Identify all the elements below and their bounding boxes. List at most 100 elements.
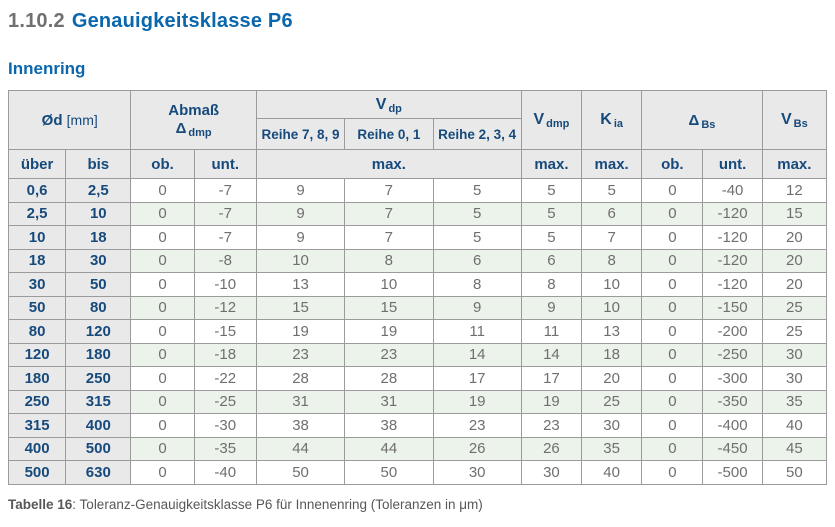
value-cell: -40 bbox=[702, 178, 763, 203]
col-header-reihe-01: Reihe 0, 1 bbox=[344, 118, 434, 150]
document-page: 1.10.2 Genauigkeitsklasse P6 Innenring Ød… bbox=[7, 10, 828, 512]
value-cell: 28 bbox=[255, 366, 346, 391]
value-cell: 0 bbox=[641, 248, 704, 273]
value-cell: 10 bbox=[581, 272, 643, 297]
table-body: 0,6 2,5 0 -7 9 7 5 5 5 0 -40 12 2,5 10 0 -7 9 7 5 5 6 0 -120 15… bbox=[7, 178, 828, 485]
value-cell: 17 bbox=[432, 366, 522, 391]
range-cell: 18 bbox=[65, 225, 132, 250]
table-row: 10 18 0 -7 9 7 5 5 7 0 -120 20 bbox=[7, 225, 828, 250]
value-cell: 5 bbox=[432, 201, 522, 226]
range-cell: 180 bbox=[65, 342, 132, 367]
value-cell: 25 bbox=[581, 389, 643, 414]
value-cell: 0 bbox=[130, 201, 195, 226]
value-cell: 0 bbox=[641, 342, 704, 367]
value-cell: 0 bbox=[130, 436, 195, 461]
table-row: 50 80 0 -12 15 15 9 9 10 0 -150 25 bbox=[7, 295, 828, 320]
col-header-od: Ød [mm] bbox=[7, 90, 132, 150]
value-cell: 26 bbox=[432, 436, 522, 461]
col-header-vbs: V Bs bbox=[761, 90, 828, 150]
value-cell: 31 bbox=[255, 389, 346, 414]
sub-header-max-vdp: max. bbox=[255, 149, 522, 179]
sub-header-ob-bs: ob. bbox=[641, 149, 704, 179]
value-cell: 0 bbox=[641, 201, 704, 226]
value-cell: 50 bbox=[344, 460, 434, 485]
col-header-reihe-789: Reihe 7, 8, 9 bbox=[255, 118, 346, 150]
value-cell: 7 bbox=[581, 225, 643, 250]
value-cell: 10 bbox=[344, 272, 434, 297]
value-cell: 40 bbox=[581, 460, 643, 485]
value-cell: 28 bbox=[344, 366, 434, 391]
range-cell: 30 bbox=[7, 272, 67, 297]
value-cell: 0 bbox=[130, 272, 195, 297]
value-cell: 30 bbox=[761, 342, 828, 367]
range-cell: 30 bbox=[65, 248, 132, 273]
sub-header-max-kia: max. bbox=[581, 149, 643, 179]
value-cell: -500 bbox=[702, 460, 763, 485]
range-cell: 80 bbox=[7, 319, 67, 344]
value-cell: 25 bbox=[761, 295, 828, 320]
value-cell: -120 bbox=[702, 225, 763, 250]
range-cell: 120 bbox=[65, 319, 132, 344]
value-cell: 9 bbox=[255, 201, 346, 226]
sub-header-unt-dmp: unt. bbox=[193, 149, 257, 179]
sub-header-ueber: über bbox=[7, 149, 67, 179]
section-number: 1.10.2 bbox=[8, 10, 65, 32]
value-cell: 30 bbox=[520, 460, 583, 485]
value-cell: 13 bbox=[581, 319, 643, 344]
value-cell: 7 bbox=[344, 225, 434, 250]
value-cell: 30 bbox=[761, 366, 828, 391]
value-cell: -300 bbox=[702, 366, 763, 391]
value-cell: 8 bbox=[520, 272, 583, 297]
value-cell: -120 bbox=[702, 272, 763, 297]
value-cell: 10 bbox=[581, 295, 643, 320]
caption-label: Tabelle 16 bbox=[8, 496, 73, 512]
value-cell: 30 bbox=[432, 460, 522, 485]
table-row: 315 400 0 -30 38 38 23 23 30 0 -400 40 bbox=[7, 413, 828, 438]
value-cell: -400 bbox=[702, 413, 763, 438]
value-cell: 23 bbox=[520, 413, 583, 438]
value-cell: 20 bbox=[761, 225, 828, 250]
value-cell: 35 bbox=[761, 389, 828, 414]
value-cell: -25 bbox=[193, 389, 257, 414]
value-cell: 44 bbox=[344, 436, 434, 461]
value-cell: -8 bbox=[193, 248, 257, 273]
value-cell: 15 bbox=[255, 295, 346, 320]
range-cell: 80 bbox=[65, 295, 132, 320]
value-cell: 0 bbox=[130, 178, 195, 203]
value-cell: 14 bbox=[432, 342, 522, 367]
value-cell: 0 bbox=[130, 389, 195, 414]
caption-text: : Toleranz-Genauigkeitsklasse P6 für Inn… bbox=[72, 496, 483, 512]
value-cell: 0 bbox=[641, 295, 704, 320]
range-cell: 50 bbox=[7, 295, 67, 320]
sub-header-ob-dmp: ob. bbox=[130, 149, 195, 179]
value-cell: 8 bbox=[432, 272, 522, 297]
value-cell: -22 bbox=[193, 366, 257, 391]
value-cell: 0 bbox=[130, 225, 195, 250]
range-cell: 250 bbox=[65, 366, 132, 391]
table-row: 120 180 0 -18 23 23 14 14 18 0 -250 30 bbox=[7, 342, 828, 367]
value-cell: -7 bbox=[193, 225, 257, 250]
table-row: 500 630 0 -40 50 50 30 30 40 0 -500 50 bbox=[7, 460, 828, 485]
range-cell: 180 bbox=[7, 366, 67, 391]
value-cell: 15 bbox=[761, 201, 828, 226]
value-cell: 6 bbox=[581, 201, 643, 226]
value-cell: 0 bbox=[130, 460, 195, 485]
table-caption: Tabelle 16: Toleranz-Genauigkeitsklasse … bbox=[8, 497, 827, 512]
range-cell: 0,6 bbox=[7, 178, 67, 203]
sub-header-bis: bis bbox=[65, 149, 132, 179]
value-cell: 6 bbox=[520, 248, 583, 273]
table-row: 2,5 10 0 -7 9 7 5 5 6 0 -120 15 bbox=[7, 201, 828, 226]
value-cell: -15 bbox=[193, 319, 257, 344]
value-cell: 0 bbox=[130, 342, 195, 367]
value-cell: 17 bbox=[520, 366, 583, 391]
value-cell: 19 bbox=[432, 389, 522, 414]
value-cell: 9 bbox=[255, 178, 346, 203]
subheading-innenring: Innenring bbox=[8, 59, 86, 78]
value-cell: -7 bbox=[193, 178, 257, 203]
value-cell: -7 bbox=[193, 201, 257, 226]
table-row: 80 120 0 -15 19 19 11 11 13 0 -200 25 bbox=[7, 319, 828, 344]
value-cell: 26 bbox=[520, 436, 583, 461]
value-cell: 18 bbox=[581, 342, 643, 367]
